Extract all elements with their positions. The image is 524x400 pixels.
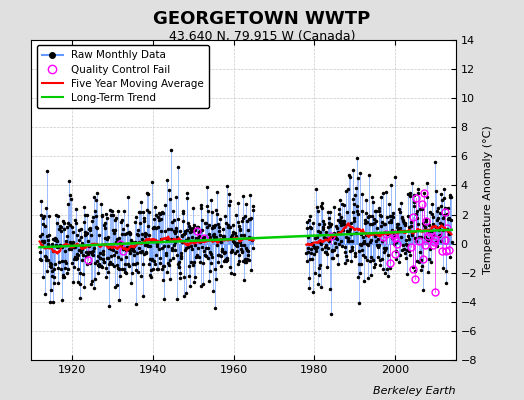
- Text: 43.640 N, 79.915 W (Canada): 43.640 N, 79.915 W (Canada): [169, 30, 355, 43]
- Text: Berkeley Earth: Berkeley Earth: [374, 386, 456, 396]
- Y-axis label: Temperature Anomaly (°C): Temperature Anomaly (°C): [483, 126, 493, 274]
- Text: GEORGETOWN WWTP: GEORGETOWN WWTP: [154, 10, 370, 28]
- Legend: Raw Monthly Data, Quality Control Fail, Five Year Moving Average, Long-Term Tren: Raw Monthly Data, Quality Control Fail, …: [37, 45, 209, 108]
